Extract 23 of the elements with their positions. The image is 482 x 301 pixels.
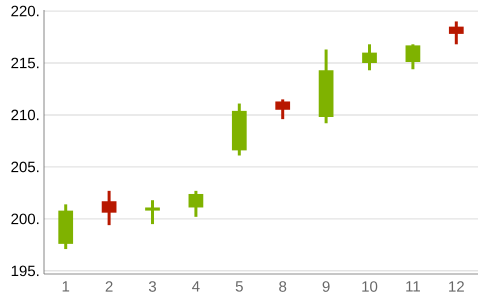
candlestick	[275, 99, 290, 120]
y-tick-label: 205.	[11, 162, 38, 172]
y-tick-label: 220.	[11, 6, 38, 16]
x-tick-label: 3	[148, 281, 156, 292]
candlestick	[406, 44, 420, 70]
y-tick-label: 195.	[12, 266, 38, 276]
y-tick-label: 210.	[11, 110, 38, 120]
candlestick	[188, 190, 204, 217]
x-tick-label: 2	[106, 281, 113, 292]
candlestick	[448, 21, 464, 44]
candlestick	[102, 190, 116, 226]
x-tick-label: 4	[192, 281, 200, 292]
candlestick	[145, 200, 160, 224]
candlestick	[362, 44, 377, 70]
x-tick-label: 9	[322, 281, 330, 292]
x-tick-label: 12	[449, 281, 464, 292]
x-tick-label: 11	[406, 281, 420, 292]
y-tick-label: 200.	[11, 214, 38, 224]
y-tick-label: 215.	[11, 58, 38, 68]
x-tick-label: 8	[279, 281, 286, 292]
x-tick-label: 10	[362, 281, 378, 292]
x-tick-label: 5	[236, 281, 243, 292]
x-tick-label: 1	[62, 281, 70, 292]
